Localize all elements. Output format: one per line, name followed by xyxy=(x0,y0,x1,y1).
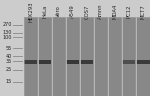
Bar xyxy=(38,60,51,64)
Bar xyxy=(24,17,150,96)
Bar xyxy=(122,17,135,96)
Bar xyxy=(24,60,37,64)
Bar xyxy=(24,17,150,96)
Bar xyxy=(24,17,37,96)
Bar xyxy=(66,60,79,64)
Text: HEK293: HEK293 xyxy=(28,1,33,22)
Bar xyxy=(136,60,150,64)
Text: 35: 35 xyxy=(6,59,12,64)
Bar xyxy=(80,17,93,96)
Text: 100: 100 xyxy=(3,35,12,40)
Text: 270: 270 xyxy=(3,22,12,27)
Text: MDA4: MDA4 xyxy=(112,4,117,19)
Text: MCT7: MCT7 xyxy=(141,4,146,19)
Bar xyxy=(136,17,150,96)
Bar xyxy=(80,60,93,64)
Text: 40: 40 xyxy=(6,54,12,59)
Text: 15: 15 xyxy=(6,79,12,84)
Bar xyxy=(122,60,135,64)
Text: 25: 25 xyxy=(6,67,12,72)
Text: COS7: COS7 xyxy=(84,4,89,19)
Text: PC12: PC12 xyxy=(126,5,131,18)
Text: HeLa: HeLa xyxy=(42,5,47,18)
Text: Vero: Vero xyxy=(56,6,61,17)
Bar xyxy=(94,17,107,96)
Text: 55: 55 xyxy=(6,46,12,51)
Text: Amnn: Amnn xyxy=(98,4,103,19)
Bar xyxy=(66,17,79,96)
Bar xyxy=(108,17,121,96)
Text: A549: A549 xyxy=(70,5,75,18)
Bar xyxy=(52,17,65,96)
Bar xyxy=(38,17,51,96)
Text: 130: 130 xyxy=(3,30,12,35)
